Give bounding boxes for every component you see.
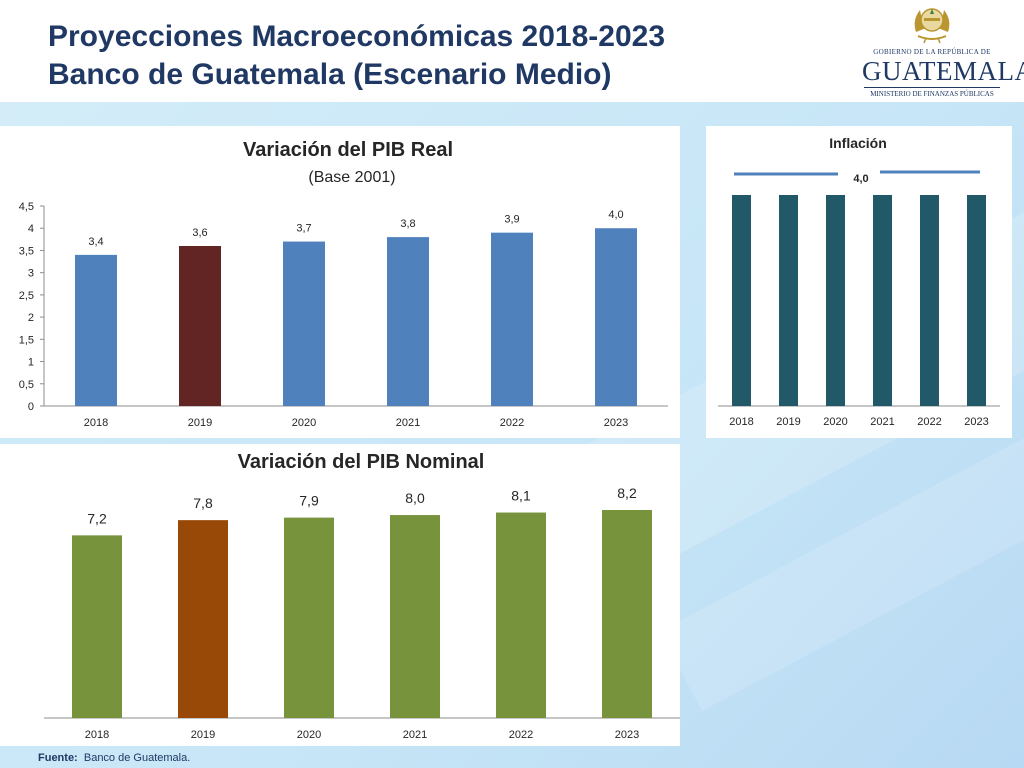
data-label: 8,1	[511, 488, 531, 504]
source-text: Banco de Guatemala.	[83, 752, 191, 764]
slide-title-line-2: Banco de Guatemala (Escenario Medio)	[48, 58, 612, 91]
bar-2019	[779, 195, 798, 406]
x-tick-label: 2019	[188, 417, 212, 429]
data-label: 3,6	[192, 227, 207, 239]
pib-nominal-panel: Variación del PIB Nominal 7,2 2018 7,8 2019 7…	[0, 444, 680, 746]
bar-2022	[491, 232, 533, 406]
y-tick-label: 1,5	[19, 334, 34, 346]
data-label: 8,2	[617, 485, 637, 501]
pib-nominal-chart: Variación del PIB Nominal 7,2 2018 7,8 2019 7…	[44, 451, 680, 741]
bar-2023	[602, 510, 652, 718]
data-label: 3,7	[296, 223, 311, 235]
source-note: Fuente: Banco de Guatemala.	[38, 752, 190, 764]
pib-real-panel: Variación del PIB Real (Base 2001) 0 0,5 1 1,…	[0, 126, 680, 438]
x-tick-label: 2022	[500, 417, 524, 429]
bar-2020	[284, 517, 334, 718]
x-tick-label: 2021	[403, 729, 427, 741]
x-tick-label: 2023	[604, 417, 628, 429]
y-tick-label: 2,5	[19, 290, 34, 302]
bar-2022	[496, 512, 546, 718]
data-label: 4,0	[608, 209, 623, 221]
source-label: Fuente:	[38, 752, 78, 764]
y-tick-label: 2	[28, 312, 34, 324]
chart-subtitle: (Base 2001)	[308, 169, 395, 186]
x-tick-label: 2023	[615, 729, 639, 741]
y-tick-label: 0,5	[19, 379, 34, 391]
x-tick-label: 2018	[85, 729, 109, 741]
data-label: 3,8	[400, 218, 415, 230]
y-tick-label: 4	[28, 223, 34, 235]
bar-2020	[826, 195, 845, 406]
data-label: 8,0	[405, 490, 425, 506]
bar-2019	[178, 520, 228, 718]
reference-label: 4,0	[853, 173, 868, 185]
x-tick-label: 2019	[776, 416, 800, 428]
x-tick-label: 2021	[396, 417, 420, 429]
bar-2020	[283, 241, 325, 406]
bar-2019	[179, 246, 221, 406]
inflacion-chart: Inflación 2018 2019 2020 2021 2022 2023 4,0	[718, 135, 1000, 428]
x-tick-label: 2021	[870, 416, 894, 428]
logo-wordmark: GUATEMALA	[862, 56, 1024, 86]
x-tick-label: 2020	[292, 417, 316, 429]
x-tick-label: 2018	[729, 416, 753, 428]
x-tick-label: 2022	[509, 729, 533, 741]
y-tick-label: 1	[28, 357, 34, 369]
data-label: 7,2	[87, 510, 107, 526]
x-tick-label: 2023	[964, 416, 988, 428]
bar-2021	[390, 515, 440, 718]
data-label: 7,9	[299, 493, 319, 509]
logo-small-text: GOBIERNO DE LA REPÚBLICA DE	[873, 48, 991, 56]
logo-divider	[864, 87, 1000, 88]
chart-title: Variación del PIB Real	[243, 139, 453, 161]
bar-2021	[873, 195, 892, 406]
bar-2023	[595, 228, 637, 406]
bar-2018	[75, 254, 117, 406]
bar-2018	[732, 195, 751, 406]
slide-header: Proyecciones Macroeconómicas 2018-2023 B…	[0, 0, 1024, 102]
bar-2018	[72, 535, 122, 718]
inflacion-panel: Inflación 2018 2019 2020 2021 2022 2023 4,0	[706, 126, 1012, 438]
data-label: 3,9	[504, 214, 519, 226]
bar-2023	[967, 195, 986, 406]
data-label: 3,4	[88, 236, 103, 248]
y-tick-label: 4,5	[19, 201, 34, 213]
x-tick-label: 2020	[297, 729, 321, 741]
bar-2022	[920, 195, 939, 406]
logo-subtext: MINISTERIO DE FINANZAS PÚBLICAS	[870, 90, 994, 98]
x-tick-label: 2018	[84, 417, 108, 429]
y-tick-label: 0	[28, 401, 34, 413]
y-tick-label: 3	[28, 268, 34, 280]
x-tick-label: 2022	[917, 416, 941, 428]
pib-real-chart: Variación del PIB Real (Base 2001) 0 0,5 1 1,…	[19, 139, 668, 429]
chart-title: Variación del PIB Nominal	[238, 451, 485, 473]
x-tick-label: 2020	[823, 416, 847, 428]
slide-title-line-1: Proyecciones Macroeconómicas 2018-2023	[48, 20, 666, 53]
data-label: 7,8	[193, 495, 213, 511]
chart-title: Inflación	[829, 135, 887, 151]
coat-of-arms-icon	[914, 8, 950, 44]
x-tick-label: 2019	[191, 729, 215, 741]
guatemala-logo: GOBIERNO DE LA REPÚBLICA DE GUATEMALA MI…	[862, 2, 1024, 100]
bar-2021	[387, 237, 429, 406]
y-tick-label: 3,5	[19, 245, 34, 257]
